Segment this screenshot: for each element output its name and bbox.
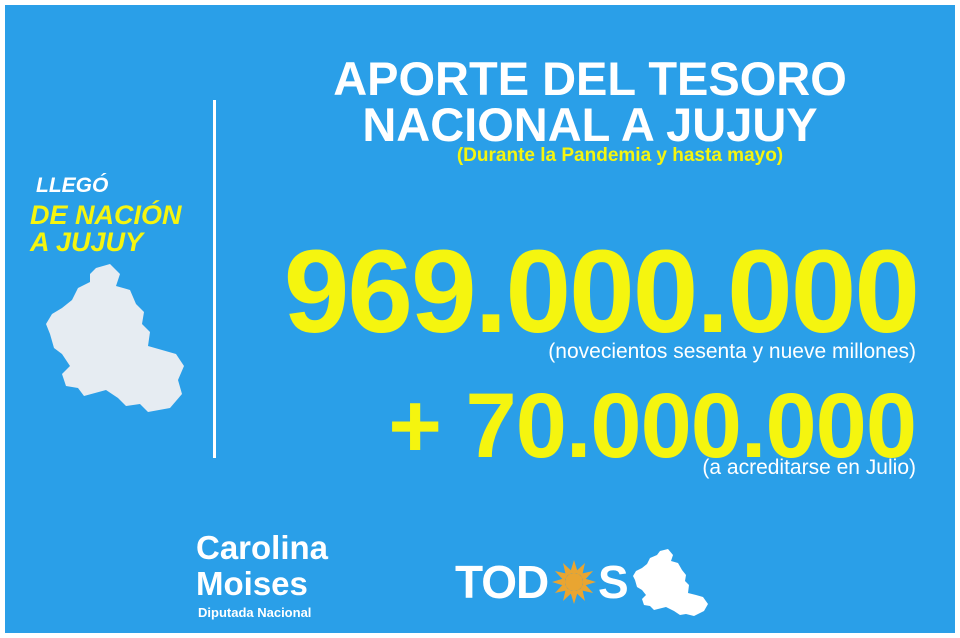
author-role: Diputada Nacional bbox=[198, 605, 312, 620]
logo-map-icon bbox=[633, 549, 708, 616]
extra-amount-note: (a acreditarse en Julio) bbox=[702, 456, 916, 479]
author-first-name: Carolina bbox=[196, 529, 329, 566]
title-line-1: APORTE DEL TESORO bbox=[333, 52, 847, 105]
author-last-name: Moises bbox=[196, 565, 308, 602]
logo-text-left: TOD bbox=[455, 556, 549, 608]
logo-text-right: S bbox=[598, 556, 629, 608]
main-amount-words: (novecientos sesenta y nueve millones) bbox=[548, 340, 916, 363]
frame-right bbox=[955, 0, 960, 638]
subtitle: (Durante la Pandemia y hasta mayo) bbox=[456, 145, 784, 166]
title-line-2: NACIONAL A JUJUY bbox=[362, 98, 818, 151]
frame-top bbox=[0, 0, 960, 5]
jujuy-map-icon bbox=[46, 264, 184, 412]
extra-amount: + 70.000.000 bbox=[388, 375, 917, 477]
frame-bottom bbox=[0, 633, 960, 638]
vertical-divider bbox=[213, 100, 216, 458]
badge-a-jujuy: A JUJUY bbox=[30, 227, 144, 257]
frame-left bbox=[0, 0, 5, 638]
badge-llego: LLEGÓ bbox=[36, 174, 109, 197]
sun-icon bbox=[552, 560, 596, 604]
main-amount: 969.000.000 bbox=[283, 226, 920, 358]
badge-de-nacion: DE NACIÓN bbox=[30, 200, 182, 230]
